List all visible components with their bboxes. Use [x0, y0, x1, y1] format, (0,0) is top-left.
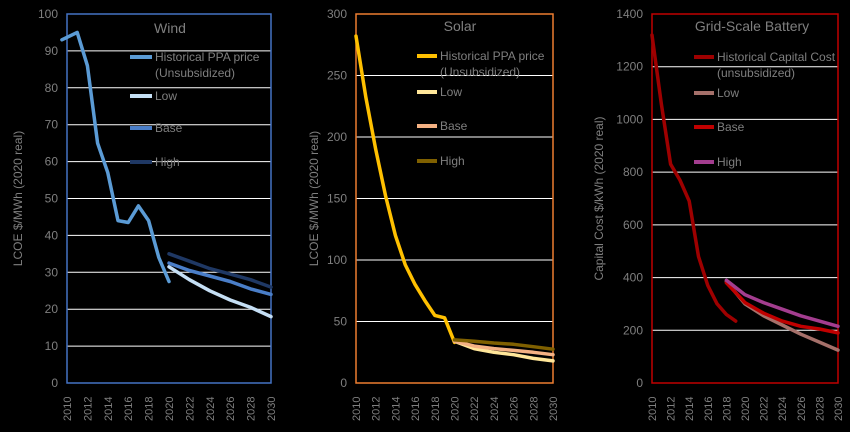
series-line-historical: [650, 33, 738, 323]
x-tick-label: 2016: [410, 397, 422, 421]
legend-label-line2: (unsubsidized): [717, 66, 795, 80]
y-tick-label: 1200: [616, 60, 643, 74]
y-tick-label: 1000: [616, 112, 643, 126]
x-tick-label: 2010: [62, 397, 74, 421]
series-line-historical: [354, 34, 457, 345]
series-line-low: [167, 265, 273, 319]
x-tick-label: 2028: [246, 397, 258, 421]
x-tick-label: 2026: [796, 397, 808, 421]
series-line-base: [452, 339, 555, 357]
y-tick-label: 600: [623, 218, 643, 232]
y-tick-label: 60: [45, 155, 59, 169]
x-tick-label: 2030: [266, 397, 278, 421]
y-tick-label: 200: [327, 130, 347, 144]
x-tick-label: 2016: [703, 397, 715, 421]
legend-label-line2: (Unsubsidized): [440, 65, 520, 79]
x-tick-label: 2012: [371, 397, 383, 421]
y-axis-label: LCOE $/MWh (2020 real): [11, 131, 25, 266]
chart-title: Wind: [154, 20, 186, 36]
x-tick-label: 2026: [509, 397, 521, 421]
x-tick-label: 2012: [666, 397, 678, 421]
series-line-high: [452, 338, 555, 351]
y-tick-label: 40: [45, 228, 59, 242]
series-line-base: [167, 261, 273, 297]
legend-label: Historical Capital Cost: [717, 50, 836, 64]
y-tick-label: 10: [45, 339, 59, 353]
x-tick-label: 2018: [721, 397, 733, 421]
series-line-high: [724, 278, 840, 329]
x-tick-label: 2022: [759, 397, 771, 421]
legend-label: Low: [717, 86, 739, 100]
x-tick-label: 2010: [351, 397, 363, 421]
y-tick-label: 0: [51, 376, 58, 390]
legend-label: Low: [440, 85, 462, 99]
y-tick-label: 300: [327, 7, 347, 21]
x-tick-label: 2022: [184, 397, 196, 421]
series-line-low: [452, 339, 555, 363]
plot-frame: [651, 13, 839, 384]
y-tick-label: 50: [45, 192, 59, 206]
legend-label-line2: (Unsubsidized): [155, 66, 235, 80]
x-tick-label: 2014: [103, 397, 115, 421]
x-tick-label: 2020: [450, 397, 462, 421]
series-line-base: [724, 281, 840, 335]
x-tick-label: 2010: [647, 397, 659, 421]
x-tick-label: 2028: [814, 397, 826, 421]
y-tick-label: 30: [45, 265, 59, 279]
x-tick-label: 2016: [123, 397, 135, 421]
x-tick-label: 2020: [164, 397, 176, 421]
x-tick-label: 2030: [548, 397, 560, 421]
y-tick-label: 20: [45, 302, 59, 316]
chart-title: Grid-Scale Battery: [695, 18, 809, 34]
x-tick-label: 2014: [684, 397, 696, 421]
series-line-high: [167, 252, 273, 289]
y-tick-label: 200: [623, 323, 643, 337]
legend-label: Historical PPA price: [440, 49, 545, 63]
x-tick-label: 2012: [82, 397, 94, 421]
legend-label: High: [717, 155, 742, 169]
y-tick-label: 150: [327, 192, 347, 206]
y-tick-label: 100: [38, 7, 58, 21]
y-tick-label: 0: [636, 376, 643, 390]
plot-frame: [66, 13, 272, 384]
legend-label: Low: [155, 89, 177, 103]
y-tick-label: 250: [327, 69, 347, 83]
y-tick-label: 100: [327, 253, 347, 267]
legend-label: High: [155, 155, 180, 169]
x-tick-label: 2024: [489, 397, 501, 421]
x-tick-label: 2028: [528, 397, 540, 421]
y-tick-label: 80: [45, 81, 59, 95]
x-tick-label: 2020: [740, 397, 752, 421]
series-line-historical: [60, 30, 171, 284]
y-tick-label: 1400: [616, 7, 643, 21]
x-tick-label: 2022: [469, 397, 481, 421]
legend-label: Base: [717, 120, 745, 134]
x-tick-label: 2018: [144, 397, 156, 421]
y-axis-label: LCOE $/MWh (2020 real): [307, 131, 321, 266]
y-tick-label: 800: [623, 165, 643, 179]
y-tick-label: 0: [340, 376, 347, 390]
chart-title: Solar: [444, 18, 477, 34]
legend-label: Base: [440, 119, 468, 133]
legend-label: Historical PPA price: [155, 50, 260, 64]
y-tick-label: 70: [45, 118, 59, 132]
x-tick-label: 2024: [777, 397, 789, 421]
legend-label: Base: [155, 121, 183, 135]
legend-label: High: [440, 154, 465, 168]
x-tick-label: 2030: [833, 397, 845, 421]
y-tick-label: 400: [623, 271, 643, 285]
x-tick-label: 2026: [225, 397, 237, 421]
y-tick-label: 50: [334, 315, 348, 329]
x-tick-label: 2024: [205, 397, 217, 421]
y-tick-label: 90: [45, 44, 59, 58]
x-tick-label: 2014: [390, 397, 402, 421]
x-tick-label: 2018: [430, 397, 442, 421]
plot-frame: [355, 13, 554, 384]
y-axis-label: Capital Cost $/kWh (2020 real): [592, 116, 606, 280]
